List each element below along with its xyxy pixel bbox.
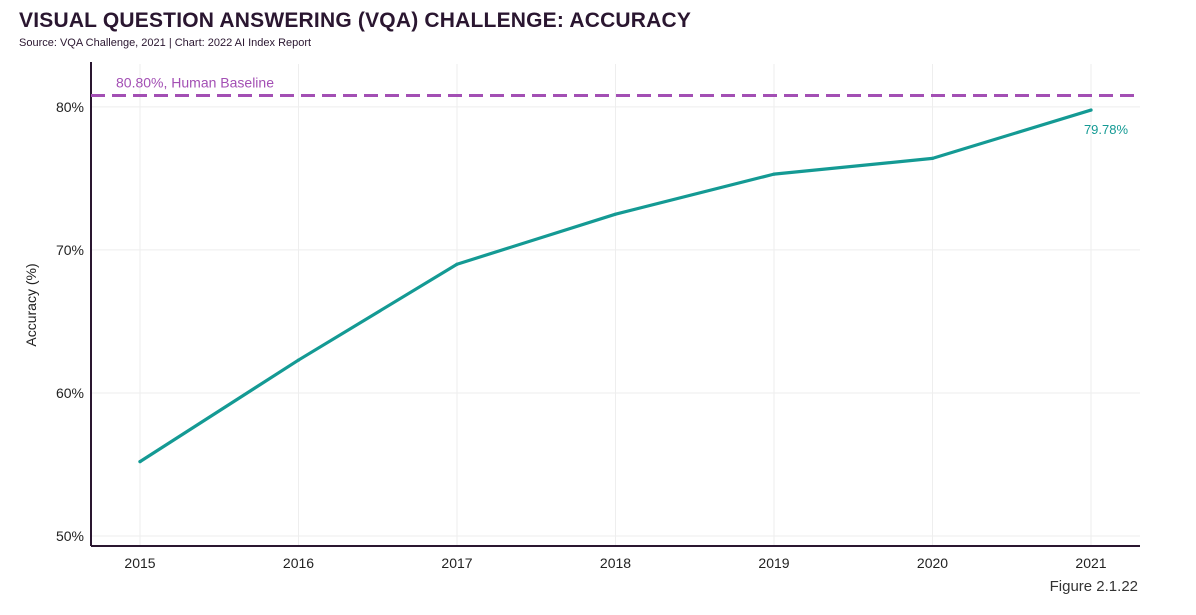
x-tick-label: 2015 [124, 555, 155, 571]
y-axis-label: Accuracy (%) [23, 263, 39, 346]
y-tick-label: 70% [56, 242, 84, 258]
human-baseline-label: 80.80%, Human Baseline [116, 74, 274, 90]
data-point [138, 460, 142, 464]
y-tick-label: 60% [56, 385, 84, 401]
figure-label: Figure 2.1.22 [1049, 578, 1138, 595]
data-point [296, 358, 301, 362]
x-tick-label: 2018 [600, 555, 631, 571]
y-tick-label: 80% [56, 99, 84, 115]
x-tick-label: 2021 [1075, 555, 1106, 571]
grid-lines [91, 64, 1140, 546]
data-point [930, 156, 935, 160]
x-axis-ticks: 2015 2016 2017 2018 2019 2020 2021 [124, 555, 1106, 571]
chart-title: VISUAL QUESTION ANSWERING (VQA) CHALLENG… [19, 9, 692, 32]
y-tick-label: 50% [56, 528, 84, 544]
data-point [455, 262, 459, 266]
series-group [138, 108, 1093, 464]
x-tick-label: 2019 [758, 555, 789, 571]
data-label-2021: 79.78% [1084, 122, 1129, 137]
x-tick-label: 2016 [283, 555, 314, 571]
data-point [1089, 108, 1093, 112]
data-point [613, 212, 618, 216]
chart-source: Source: VQA Challenge, 2021 | Chart: 202… [19, 37, 312, 49]
x-tick-label: 2017 [441, 555, 472, 571]
data-point [772, 172, 776, 176]
x-tick-label: 2020 [917, 555, 948, 571]
y-axis-ticks: 50% 60% 70% 80% [56, 99, 84, 544]
